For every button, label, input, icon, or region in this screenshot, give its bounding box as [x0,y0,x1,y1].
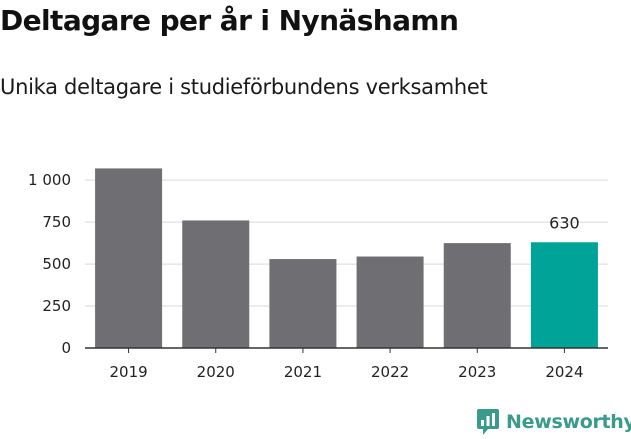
y-tick-label: 500 [42,255,71,273]
data-label: 630 [549,213,580,232]
brand-logo: Newsworthy [476,408,631,436]
bar-highlighted [530,242,598,348]
y-tick-label: 250 [42,297,71,315]
bar [182,220,250,348]
newsworthy-logo-icon [477,409,499,435]
x-tick-label: 2021 [284,363,322,381]
bar [269,259,337,348]
bar-chart: 0 250 500 750 1 000 2019 2020 2021 2022 2023 2024 6… [28,168,608,381]
bar [95,168,163,348]
x-tick-label: 2023 [458,363,496,381]
x-tick-label: 2020 [197,363,235,381]
chart-title: Deltagare per år i Nynäshamn [0,4,459,37]
x-tick-label: 2022 [371,363,409,381]
x-tick-label: 2024 [545,363,583,381]
y-tick-label: 750 [42,213,71,231]
y-tick-label: 1 000 [28,171,71,189]
y-tick-label: 0 [61,339,71,357]
bar [443,243,511,348]
x-tick-label: 2019 [109,363,147,381]
chart-subtitle: Unika deltagare i studieförbundens verks… [0,75,488,99]
brand-name: Newsworthy [506,411,631,433]
bar [356,256,424,348]
